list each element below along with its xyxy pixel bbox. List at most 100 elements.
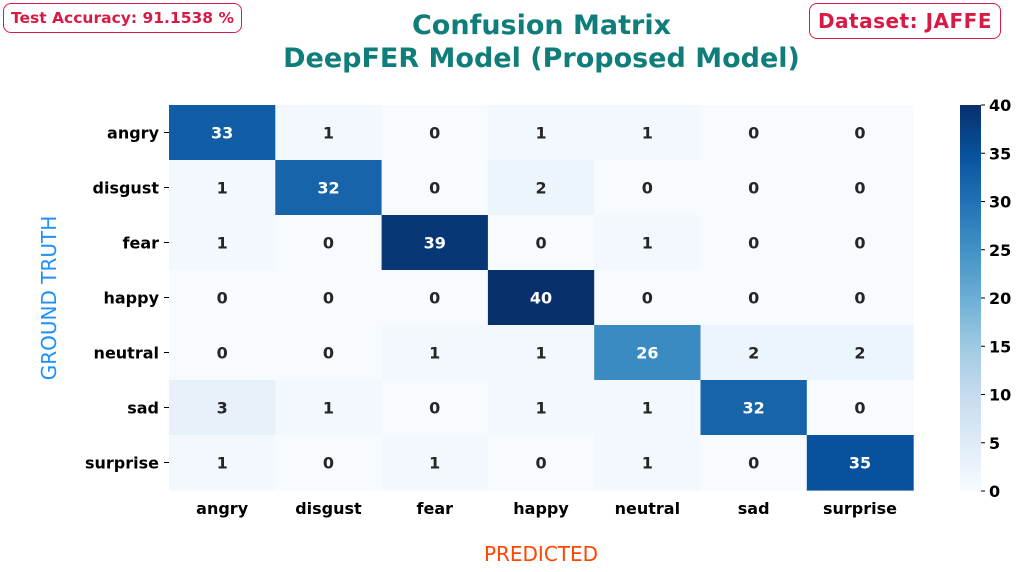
colorbar-tick-label: 15 [989, 337, 1011, 356]
heatmap-cell [381, 435, 489, 491]
x-tick-label: happy [513, 499, 569, 518]
cell-value-label: 0 [854, 289, 865, 308]
heatmap-cell [806, 215, 914, 271]
heatmap-cell [487, 325, 595, 381]
y-axis-label: GROUND TRUTH [37, 216, 61, 381]
colorbar-tick-label: 20 [989, 289, 1011, 308]
heatmap-cell [594, 380, 702, 436]
cell-value-label: 0 [323, 344, 334, 363]
cell-value-label: 1 [429, 454, 440, 473]
heatmap-cell [169, 435, 276, 491]
heatmap-cell [700, 270, 808, 326]
heatmap-cell [700, 215, 808, 271]
heatmap-cell [700, 160, 808, 216]
heatmap-cell [169, 215, 276, 271]
cell-value-label: 2 [748, 344, 759, 363]
cell-value-label: 32 [743, 399, 765, 418]
cell-value-label: 0 [748, 124, 759, 143]
cell-value-label: 40 [530, 289, 552, 308]
x-tick-label: surprise [823, 499, 897, 518]
heatmap-cell [275, 215, 383, 271]
chart-title: Confusion Matrix [411, 10, 672, 41]
x-tick-label: neutral [615, 499, 680, 518]
heatmap-cell [594, 105, 702, 161]
y-tick-label: disgust [93, 179, 160, 198]
cell-value-label: 1 [535, 344, 546, 363]
cell-value-label: 0 [429, 399, 440, 418]
heatmap-cell [381, 160, 489, 216]
heatmap-cell [381, 105, 489, 161]
cell-value-label: 0 [429, 124, 440, 143]
heatmap-cell [700, 105, 808, 161]
cell-value-label: 0 [323, 234, 334, 253]
heatmap-cell [275, 380, 383, 436]
cell-value-label: 0 [748, 454, 759, 473]
heatmap-cell [275, 105, 383, 161]
y-tick-label: fear [123, 234, 160, 253]
cell-value-label: 0 [854, 399, 865, 418]
heatmap-cell [700, 325, 808, 381]
cell-value-label: 3 [217, 399, 228, 418]
cell-value-label: 0 [642, 179, 653, 198]
heatmap-cell [169, 270, 276, 326]
cell-value-label: 0 [854, 124, 865, 143]
chart-subtitle: DeepFER Model (Proposed Model) [283, 43, 800, 74]
heatmap-cell [700, 435, 808, 491]
cell-value-label: 0 [217, 289, 228, 308]
colorbar-tick-label: 0 [989, 482, 1000, 501]
dataset-badge: Dataset: JAFFE [808, 3, 1001, 39]
cell-value-label: 1 [535, 399, 546, 418]
cell-value-label: 1 [323, 124, 334, 143]
colorbar-tick-label: 35 [989, 144, 1011, 163]
cell-value-label: 0 [429, 179, 440, 198]
cell-value-label: 1 [535, 124, 546, 143]
cell-value-label: 35 [849, 454, 871, 473]
x-tick-label: disgust [295, 499, 362, 518]
cell-value-label: 1 [642, 454, 653, 473]
heatmap-cell [487, 380, 595, 436]
heatmap-cell [169, 160, 276, 216]
cell-value-label: 0 [854, 179, 865, 198]
cell-value-label: 1 [323, 399, 334, 418]
y-tick-label: sad [127, 399, 159, 418]
heatmap-cell [806, 380, 914, 436]
heatmap-cell [275, 435, 383, 491]
cell-value-label: 1 [642, 399, 653, 418]
cell-value-label: 2 [535, 179, 546, 198]
heatmap-cell [594, 215, 702, 271]
x-tick-label: sad [738, 499, 770, 518]
cell-value-label: 0 [323, 454, 334, 473]
heatmap-cell [487, 215, 595, 271]
heatmap-cell [806, 435, 914, 491]
cell-value-label: 1 [642, 124, 653, 143]
heatmap-cell [381, 215, 489, 271]
heatmap-cell [275, 270, 383, 326]
heatmap-cell [594, 325, 702, 381]
colorbar [960, 105, 981, 491]
heatmap-cell [381, 270, 489, 326]
heatmap-cell [381, 380, 489, 436]
colorbar-tick-label: 25 [989, 241, 1011, 260]
cell-value-label: 1 [217, 454, 228, 473]
colorbar-tick-label: 40 [989, 96, 1011, 115]
heatmap-cell [806, 325, 914, 381]
heatmap-cell [169, 380, 276, 436]
cell-value-label: 0 [748, 179, 759, 198]
heatmap-cell [487, 160, 595, 216]
cell-value-label: 26 [636, 344, 658, 363]
cell-value-label: 1 [217, 179, 228, 198]
y-tick-label: surprise [85, 454, 159, 473]
heatmap-cell [806, 270, 914, 326]
heatmap-cell [806, 160, 914, 216]
cell-value-label: 2 [854, 344, 865, 363]
cell-value-label: 0 [323, 289, 334, 308]
cell-value-label: 0 [854, 234, 865, 253]
cell-value-label: 1 [429, 344, 440, 363]
cell-value-label: 32 [317, 179, 339, 198]
cell-value-label: 0 [217, 344, 228, 363]
test-accuracy-badge: Test Accuracy: 91.1538 % [3, 3, 242, 33]
heatmap-cell [487, 270, 595, 326]
heatmap-cell [169, 105, 276, 161]
y-tick-label: angry [107, 124, 160, 143]
